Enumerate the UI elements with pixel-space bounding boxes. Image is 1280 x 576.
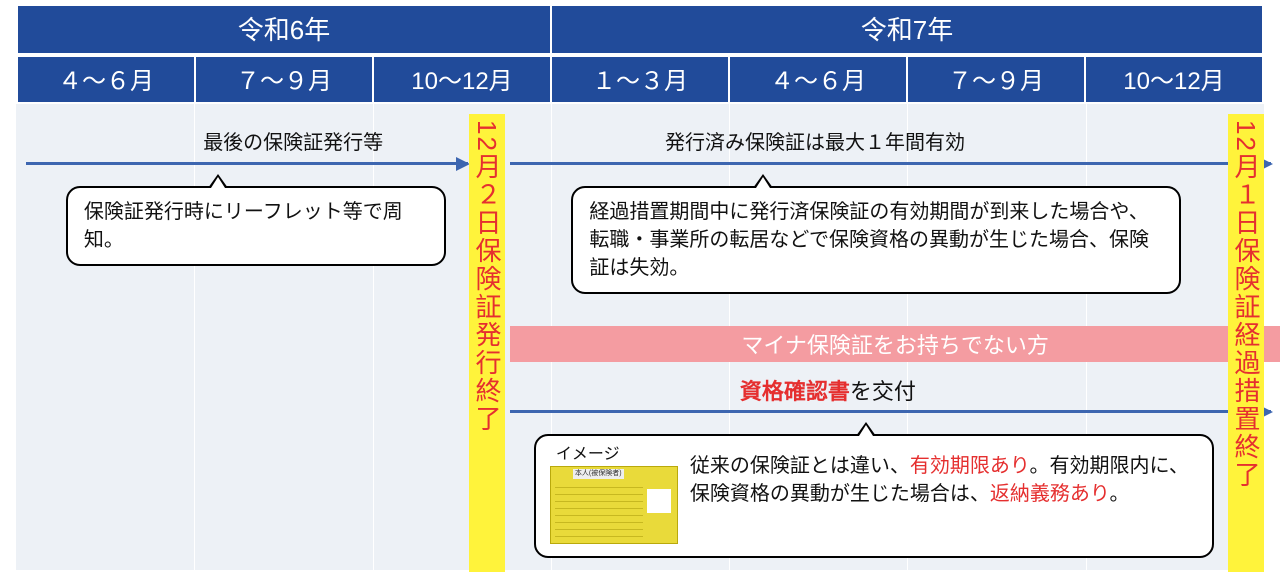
arrow2	[510, 162, 1271, 165]
quarter-cell: ４～６月	[729, 56, 907, 103]
milestone-bar-issue-end: 12月２日保険証発行終了	[469, 114, 505, 572]
timeline-diagram: 令和6年 令和7年 ４～６月 ７～９月 10～12月 １～３月 ４～６月 ７～９…	[16, 4, 1264, 570]
callout-shikaku: イメージ 従来の保険証とは違い、有効期限あり。有効期限内に、保険資格の異動が生じ…	[534, 434, 1214, 558]
year-cell: 令和7年	[551, 5, 1263, 54]
callout-expiry: 経過措置期間中に発行済保険証の有効期間が到来した場合や、転職・事業所の転居などで…	[571, 186, 1181, 294]
card-image-icon	[550, 466, 678, 544]
issue-line: 資格確認書を交付	[740, 374, 916, 406]
callout-expiry-text: 経過措置期間中に発行済保険証の有効期間が到来した場合や、転職・事業所の転居などで…	[589, 201, 1149, 279]
milestone-bar-transition-end: 12月１日保険証経過措置終了	[1228, 114, 1264, 572]
callout-leaflet-text: 保険証発行時にリーフレット等で周知。	[84, 201, 403, 251]
callout-shikaku-text: 従来の保険証とは違い、有効期限あり。有効期限内に、保険資格の異動が生じた場合は、…	[690, 446, 1198, 508]
year-cell: 令和6年	[17, 5, 551, 54]
timeline-body: 最後の保険証発行等 保険証発行時にリーフレット等で周知。 12月２日保険証発行終…	[16, 104, 1264, 576]
arrow2-label: 発行済み保険証は最大１年間有効	[665, 126, 965, 155]
milestone-bar-transition-end-text: 12月１日保険証経過措置終了	[1233, 120, 1259, 489]
quarter-cell: ７～９月	[907, 56, 1085, 103]
issue-line-red: 資格確認書	[740, 379, 850, 404]
issue-line-rest: を交付	[850, 379, 916, 404]
quarter-cell: ４～６月	[17, 56, 195, 103]
milestone-bar-issue-end-text: 12月２日保険証発行終了	[474, 120, 500, 433]
arrow1	[26, 162, 468, 165]
quarter-cell: 10～12月	[373, 56, 551, 103]
card-image-caption: イメージ	[556, 444, 620, 466]
quarter-header-row: ４～６月 ７～９月 10～12月 １～３月 ４～６月 ７～９月 10～12月	[16, 55, 1264, 104]
year-header-row: 令和6年 令和7年	[16, 4, 1264, 55]
quarter-cell: ７～９月	[195, 56, 373, 103]
arrow1-label: 最後の保険証発行等	[203, 126, 383, 155]
quarter-cell: 10～12月	[1085, 56, 1263, 103]
arrow3	[510, 410, 1271, 413]
callout-leaflet: 保険証発行時にリーフレット等で周知。	[66, 186, 446, 266]
pink-banner: マイナ保険証をお持ちでない方	[510, 326, 1280, 362]
quarter-cell: １～３月	[551, 56, 729, 103]
pink-banner-text: マイナ保険証をお持ちでない方	[741, 328, 1049, 360]
